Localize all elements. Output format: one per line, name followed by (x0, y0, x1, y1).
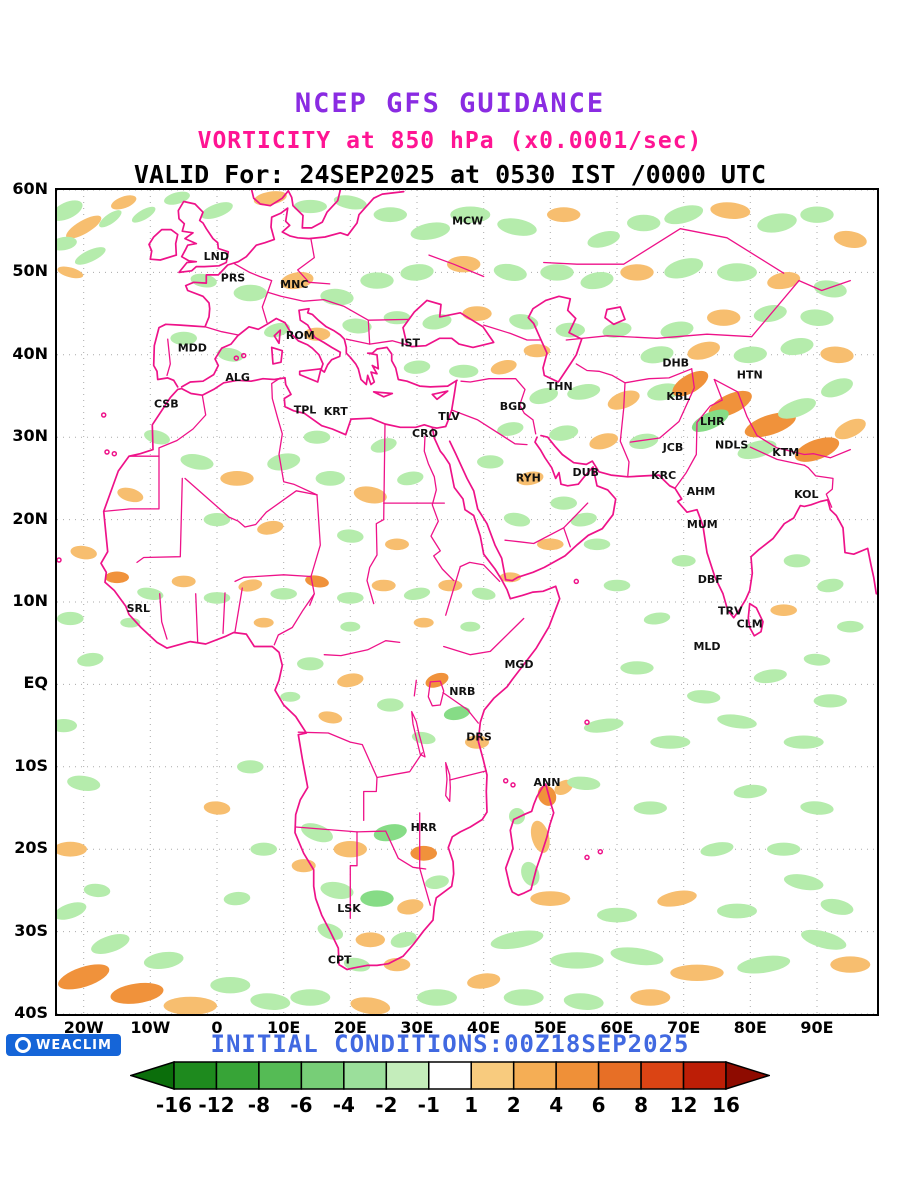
station-label: MLD (693, 640, 720, 653)
lat-tick-label: 40S (14, 1003, 48, 1022)
lat-tick-label: 10S (14, 755, 48, 775)
station-label: THN (547, 380, 573, 393)
small-islands (57, 352, 604, 861)
colorbar-tick-label: -1 (418, 1093, 440, 1117)
vorticity-patches (57, 191, 871, 1014)
lon-tick-label: 20E (333, 1018, 367, 1037)
colorbar-tick-label: 8 (634, 1093, 648, 1117)
lon-tick-label: 10E (267, 1018, 301, 1037)
station-label: MNC (280, 278, 308, 291)
station-label: CSB (154, 398, 179, 411)
station-label: LND (204, 250, 229, 263)
lat-tick-label: 30N (12, 426, 48, 446)
country-borders (103, 228, 851, 920)
station-label: KOL (794, 488, 818, 501)
lat-tick-label: EQ (23, 673, 48, 693)
logo-text: WEACLIM (36, 1037, 112, 1053)
lakes-rivers (411, 435, 455, 803)
colorbar-tick-label: 2 (507, 1093, 521, 1117)
station-label: KTM (772, 446, 799, 459)
colorbar-tick-label: 6 (592, 1093, 606, 1117)
station-label: CRO (412, 427, 438, 440)
lon-tick-label: 20W (63, 1018, 104, 1037)
station-label: DUB (572, 466, 598, 479)
lat-tick-label: 20N (12, 508, 48, 528)
station-label: DRS (466, 730, 492, 743)
station-label: PRS (221, 272, 246, 285)
lon-tick-label: 60E (600, 1018, 634, 1037)
colorbar-tick-label: -16 (156, 1093, 192, 1117)
station-label: LSK (337, 902, 361, 915)
weaclim-logo: WEACLIM (6, 1034, 121, 1056)
station-label: SRL (127, 602, 150, 615)
lat-tick-label: 20S (14, 838, 48, 858)
lat-tick-label: 50N (12, 261, 48, 281)
colorbar-tick-label: -8 (248, 1093, 270, 1117)
station-label: ALG (225, 371, 250, 384)
lon-tick-label: 0 (211, 1018, 223, 1037)
station-label: KRT (324, 405, 349, 418)
lon-tick-label: 70E (667, 1018, 701, 1037)
lon-tick-label: 40E (467, 1018, 501, 1037)
station-label: ROM (286, 329, 315, 342)
chart-subtitle: VORTICITY at 850 hPa (x0.0001/sec) (197, 128, 703, 154)
chart-title: NCEP GFS GUIDANCE (294, 88, 606, 119)
lon-tick-label: 30E (400, 1018, 434, 1037)
station-label: NDLS (715, 439, 748, 452)
station-label: IST (401, 337, 421, 350)
colorbar-tick-label: 16 (712, 1093, 740, 1117)
station-label: MGD (504, 658, 533, 671)
initial-conditions: INITIAL CONDITIONS:00Z18SEP2025 (210, 1030, 690, 1058)
coastlines (100, 190, 877, 971)
station-label: CLM (737, 618, 763, 631)
lon-tick-label: 10W (130, 1018, 171, 1037)
lon-tick-label: 80E (733, 1018, 767, 1037)
station-label: MCW (452, 215, 483, 228)
colorbar-legend: -16 -12 -8 -6 -4 -2 -1 1 2 4 6 8 12 16 (130, 1060, 770, 1117)
station-label: NRB (449, 685, 475, 698)
colorbar-tick-label: 12 (670, 1093, 698, 1117)
colorbar-tick-label: 4 (549, 1093, 563, 1117)
lat-tick-label: 10N (12, 591, 48, 610)
station-label: TPL (294, 403, 317, 416)
station-label: MDD (178, 342, 207, 355)
colorbar-tick-label: -4 (333, 1093, 355, 1117)
station-label: DBF (698, 573, 723, 586)
station-label: ANN (534, 776, 561, 789)
colorbar-tick-label: -12 (198, 1093, 234, 1117)
colorbar-tick-label: -2 (375, 1093, 397, 1117)
station-label: KBL (666, 390, 690, 403)
station-label: TLV (438, 410, 460, 423)
colorbar-tick-label: 1 (464, 1093, 478, 1117)
lat-tick-label: 40N (12, 343, 48, 363)
station-label: HRR (411, 821, 438, 834)
colorbar-tick-label: -6 (290, 1093, 312, 1117)
station-label: HTN (737, 369, 763, 382)
footer-row: WEACLIM INITIAL CONDITIONS:00Z18SEP2025 (0, 1030, 900, 1058)
station-label: TRV (718, 604, 743, 617)
valid-time-line: VALID For: 24SEP2025 at 0530 IST /0000 U… (133, 160, 767, 189)
station-label: CPT (328, 954, 352, 967)
lon-tick-label: 90E (800, 1018, 834, 1037)
lat-tick-label: 30S (14, 920, 48, 940)
station-label: RYH (516, 472, 541, 485)
station-label: AHM (687, 485, 716, 498)
lat-tick-label: 60N (12, 179, 48, 198)
station-label: DHB (662, 356, 689, 369)
station-label: MUM (687, 518, 718, 531)
logo-target-icon (15, 1037, 31, 1053)
map-area: MCW LND PRS MNC ROM IST MDD ALG CSB TPL KRT TLV CRO T… (55, 188, 879, 1016)
lon-tick-label: 50E (533, 1018, 567, 1037)
station-label: JCB (662, 441, 684, 454)
station-label: KRC (651, 469, 676, 482)
station-label: BGD (500, 400, 527, 413)
station-label: LHR (700, 415, 725, 428)
